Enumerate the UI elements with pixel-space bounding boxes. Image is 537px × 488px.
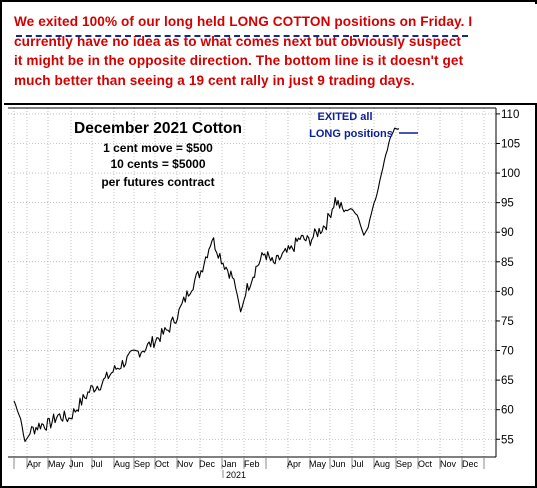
- commentary-box: We exited 100% of our long held LONG COT…: [4, 4, 537, 105]
- x-tick-label: Oct: [418, 459, 433, 469]
- exit-annotation-line-1: EXITED all: [317, 111, 372, 123]
- x-tick-label: Nov: [440, 459, 457, 469]
- y-tick-label: 60: [501, 405, 514, 417]
- x-tick-label: Jun: [69, 459, 84, 469]
- x-tick-label: Nov: [177, 459, 194, 469]
- commentary-line-2: currently have no idea as to what comes …: [14, 33, 462, 49]
- subtitle-line-2: 10 cents = $5000: [110, 157, 205, 171]
- x-axis-ticks: Apr May Jun Jul Aug Sep Oct Nov Dec Jan Feb Apr May J…: [13, 457, 485, 469]
- y-tick-label: 100: [501, 168, 520, 180]
- y-axis-ticks: 55 60 65 70 75 80 85 90 95 100 105 110: [496, 109, 520, 446]
- x-tick-label: Apr: [27, 459, 41, 469]
- x-tick-label: Oct: [155, 459, 170, 469]
- y-tick-label: 65: [501, 375, 514, 387]
- x-tick-label: May: [48, 459, 66, 469]
- x-tick-label: Apr: [287, 459, 301, 469]
- x-tick-label: Dec: [462, 459, 479, 469]
- chart-grid: [8, 108, 496, 457]
- y-tick-label: 70: [501, 346, 514, 358]
- commentary-text: We exited 100% of our long held LONG COT…: [14, 12, 529, 90]
- exit-annotation-line-2: LONG positions: [309, 128, 393, 140]
- x-tick-label: Feb: [244, 459, 260, 469]
- x-tick-label: Aug: [114, 459, 130, 469]
- chart-title: December 2021 Cotton: [74, 120, 242, 137]
- y-tick-label: 85: [501, 257, 514, 269]
- x-tick-label: Jul: [91, 459, 103, 469]
- x-tick-label: Aug: [374, 459, 390, 469]
- x-tick-label: Sep: [134, 459, 150, 469]
- price-series-line: [13, 127, 400, 443]
- y-tick-label: 75: [501, 316, 514, 328]
- x-tick-label: Dec: [199, 459, 216, 469]
- subtitle-line-1: 1 cent move = $500: [103, 141, 213, 155]
- y-tick-label: 90: [501, 227, 514, 239]
- commentary-line-1-highlight: LONG COTTON: [229, 14, 331, 29]
- y-tick-label: 110: [501, 109, 519, 121]
- y-tick-label: 95: [501, 198, 514, 210]
- x-tick-label: Jul: [352, 459, 364, 469]
- x-tick-label: Jan: [222, 459, 237, 469]
- y-tick-label: 80: [501, 286, 514, 298]
- x-tick-label: Jun: [331, 459, 346, 469]
- commentary-line-4: much better than seeing a 19 cent rally …: [14, 72, 415, 88]
- commentary-line-3: it might be in the opposite direction. T…: [14, 53, 464, 68]
- x-tick-label: May: [309, 459, 327, 469]
- year-label: 2021: [226, 470, 246, 480]
- x-tick-label: Sep: [396, 459, 412, 469]
- subtitle-line-3: per futures contract: [101, 175, 214, 189]
- commentary-line-1-pre: We exited 100% of our long held: [14, 14, 230, 29]
- commentary-underline: [16, 35, 468, 37]
- y-tick-label: 105: [501, 138, 520, 150]
- y-tick-label: 55: [501, 434, 514, 446]
- commentary-line-1-post: positions on Friday. I: [330, 14, 473, 29]
